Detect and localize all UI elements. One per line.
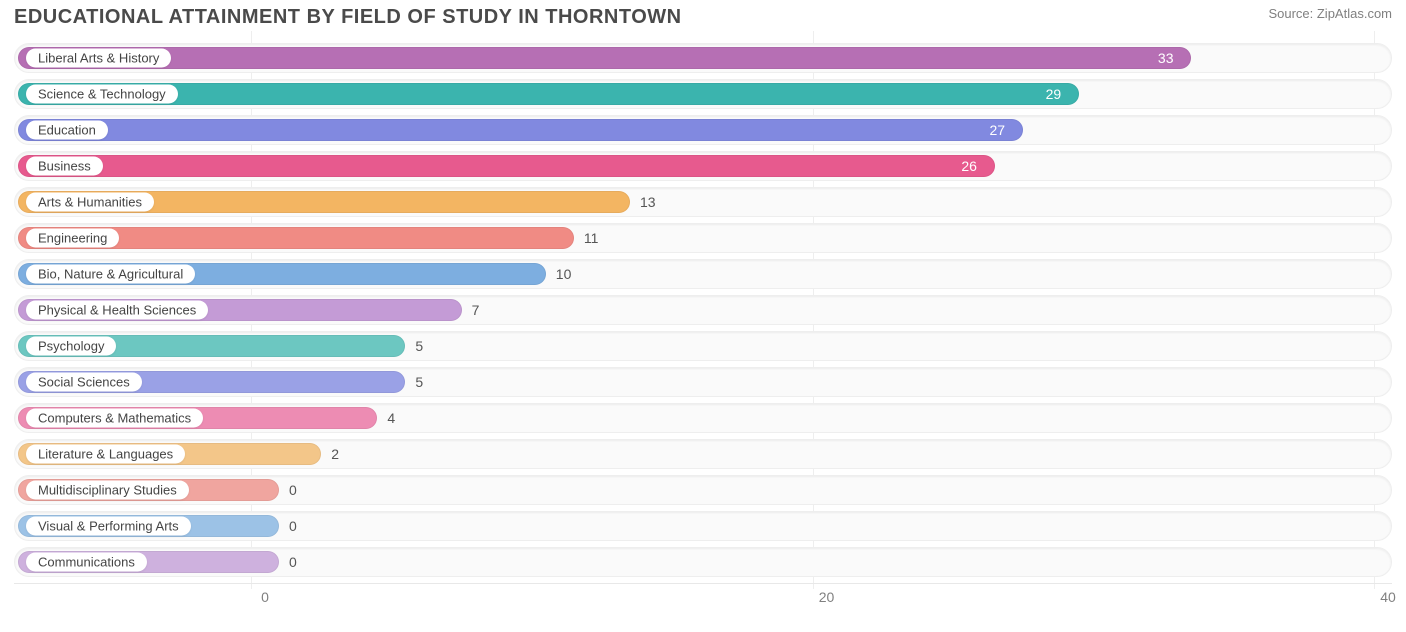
bar-fill bbox=[18, 155, 995, 177]
bar-row: Bio, Nature & Agricultural 10 bbox=[14, 259, 1392, 289]
bar-label: Education bbox=[26, 121, 108, 140]
bar-value: 13 bbox=[640, 194, 656, 210]
bar-row: Communications 0 bbox=[14, 547, 1392, 577]
bar-label: Literature & Languages bbox=[26, 445, 185, 464]
bar-value: 0 bbox=[289, 518, 297, 534]
bars-container: Liberal Arts & History 33 Science & Techno… bbox=[14, 43, 1392, 577]
bar-value: 10 bbox=[556, 266, 572, 282]
bar-fill bbox=[18, 119, 1023, 141]
bar-label: Science & Technology bbox=[26, 85, 178, 104]
bar-fill bbox=[18, 47, 1191, 69]
bar-label: Social Sciences bbox=[26, 373, 142, 392]
bar-value: 27 bbox=[989, 122, 1005, 138]
axis-tick: 20 bbox=[819, 589, 835, 605]
bar-label: Business bbox=[26, 157, 103, 176]
bar-value: 4 bbox=[387, 410, 395, 426]
bar-label: Communications bbox=[26, 553, 147, 572]
bar-row: Psychology 5 bbox=[14, 331, 1392, 361]
bar-value: 26 bbox=[961, 158, 977, 174]
chart-header: EDUCATIONAL ATTAINMENT BY FIELD OF STUDY… bbox=[0, 0, 1406, 31]
bar-value: 0 bbox=[289, 554, 297, 570]
bar-value: 5 bbox=[415, 338, 423, 354]
bar-label: Bio, Nature & Agricultural bbox=[26, 265, 195, 284]
bar-label: Liberal Arts & History bbox=[26, 49, 171, 68]
chart-title: EDUCATIONAL ATTAINMENT BY FIELD OF STUDY… bbox=[14, 6, 682, 29]
bar-value: 11 bbox=[584, 230, 599, 246]
chart-source: Source: ZipAtlas.com bbox=[1268, 6, 1392, 21]
bar-value: 33 bbox=[1158, 50, 1174, 66]
bar-row: Visual & Performing Arts 0 bbox=[14, 511, 1392, 541]
bar-label: Visual & Performing Arts bbox=[26, 517, 191, 536]
bar-label: Physical & Health Sciences bbox=[26, 301, 208, 320]
bar-row: Arts & Humanities 13 bbox=[14, 187, 1392, 217]
bar-row: Computers & Mathematics 4 bbox=[14, 403, 1392, 433]
bar-row: Engineering 11 bbox=[14, 223, 1392, 253]
bar-row: Multidisciplinary Studies 0 bbox=[14, 475, 1392, 505]
bar-row: Social Sciences 5 bbox=[14, 367, 1392, 397]
bar-row: Liberal Arts & History 33 bbox=[14, 43, 1392, 73]
chart-area: Liberal Arts & History 33 Science & Techno… bbox=[0, 31, 1406, 619]
x-axis: 02040 bbox=[14, 583, 1392, 613]
bar-value: 0 bbox=[289, 482, 297, 498]
bar-row: Education 27 bbox=[14, 115, 1392, 145]
bar-row: Business 26 bbox=[14, 151, 1392, 181]
bar-label: Psychology bbox=[26, 337, 116, 356]
bar-row: Literature & Languages 2 bbox=[14, 439, 1392, 469]
axis-tick: 40 bbox=[1380, 589, 1396, 605]
bar-row: Science & Technology 29 bbox=[14, 79, 1392, 109]
bar-value: 7 bbox=[472, 302, 480, 318]
bar-row: Physical & Health Sciences 7 bbox=[14, 295, 1392, 325]
bar-label: Engineering bbox=[26, 229, 119, 248]
bar-label: Arts & Humanities bbox=[26, 193, 154, 212]
bar-value: 5 bbox=[415, 374, 423, 390]
axis-tick: 0 bbox=[261, 589, 269, 605]
bar-label: Multidisciplinary Studies bbox=[26, 481, 189, 500]
bar-value: 29 bbox=[1046, 86, 1062, 102]
bar-label: Computers & Mathematics bbox=[26, 409, 203, 428]
bar-value: 2 bbox=[331, 446, 339, 462]
